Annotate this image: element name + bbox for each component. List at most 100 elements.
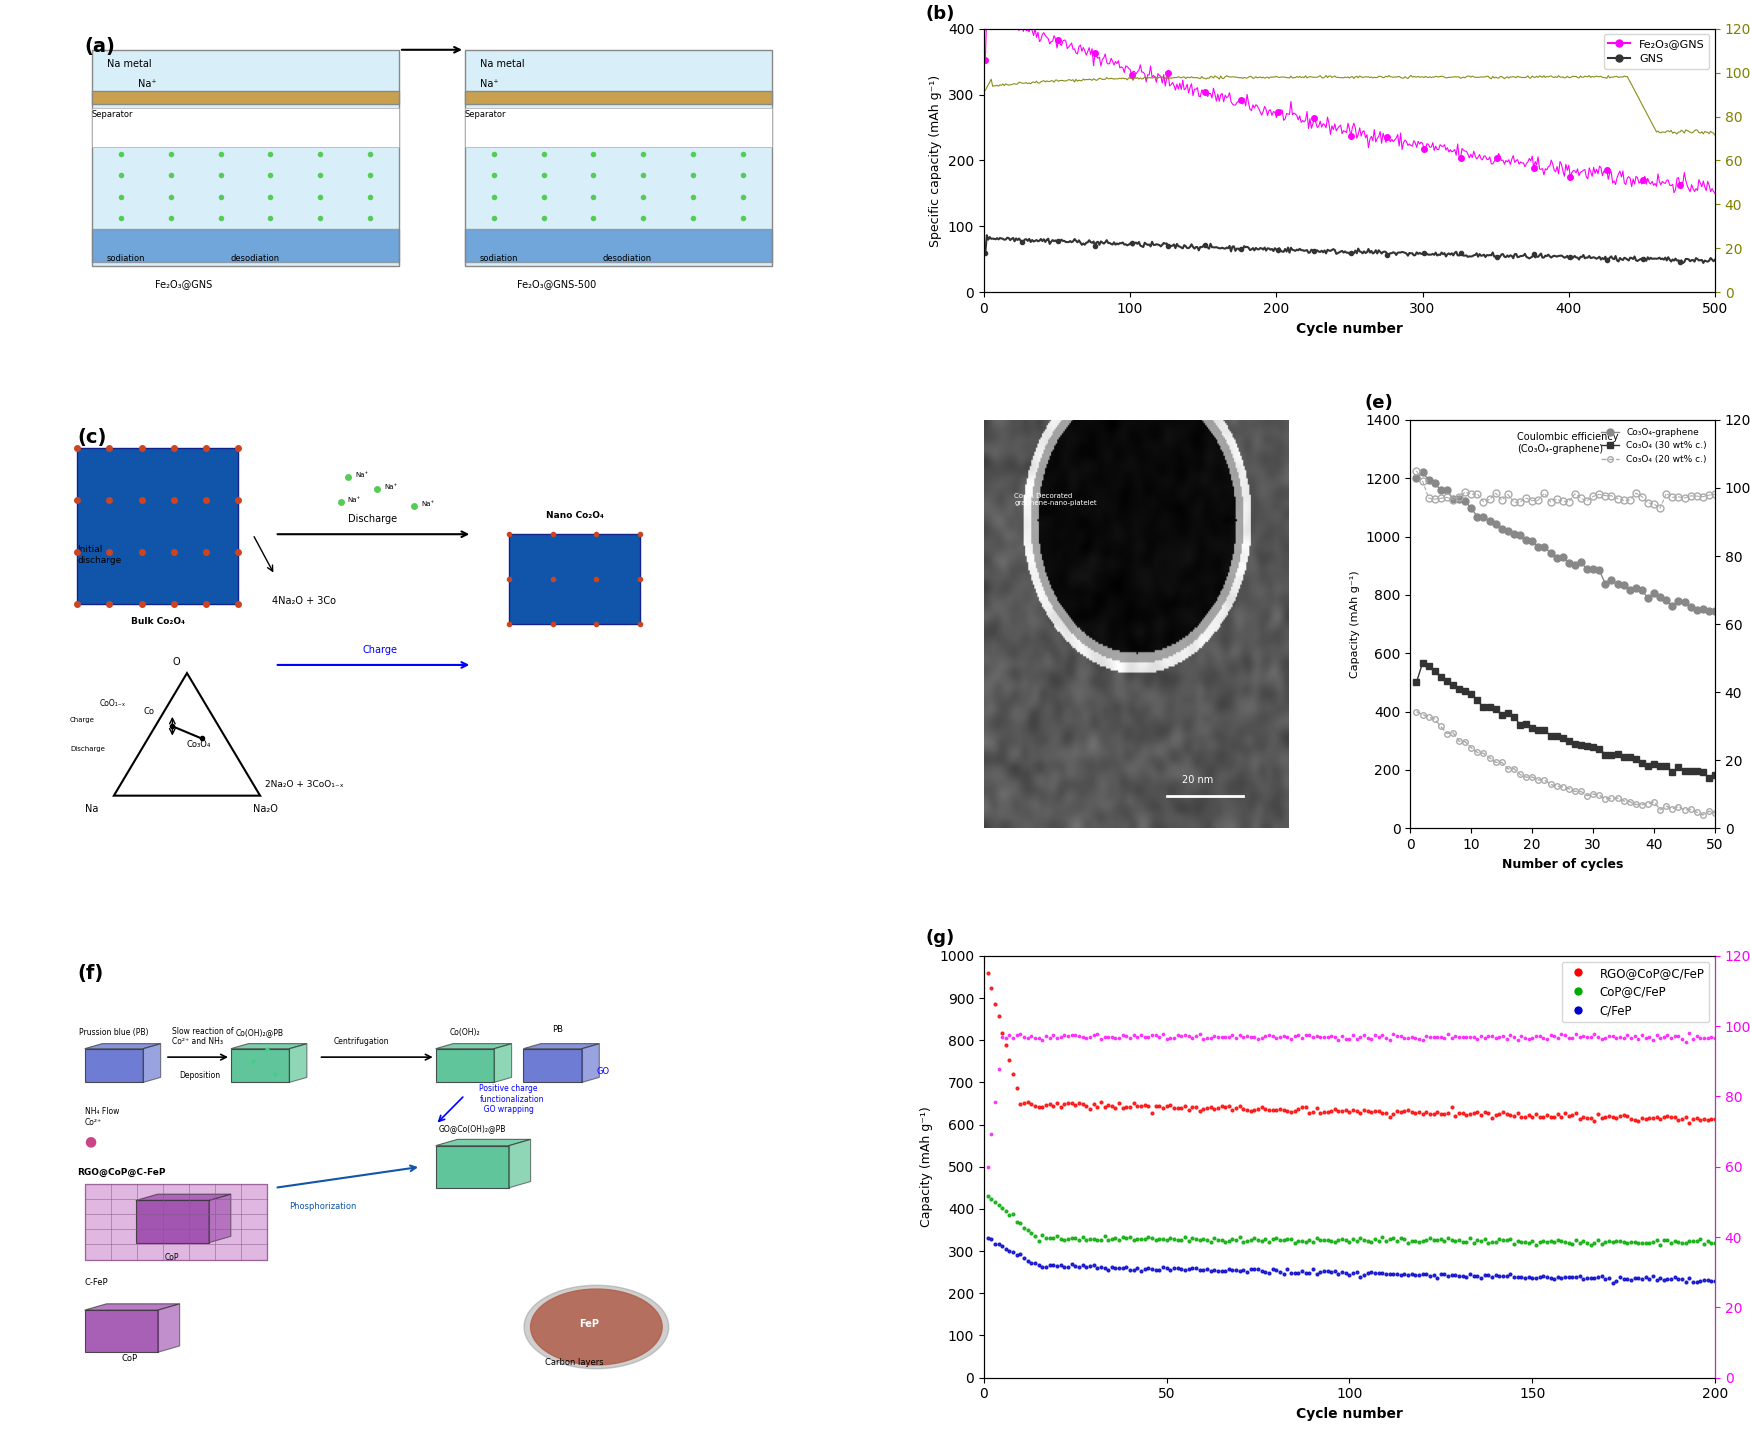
Point <box>1423 1101 1451 1124</box>
Point <box>1150 1096 1178 1119</box>
Point <box>1661 1266 1689 1289</box>
Point <box>1157 1093 1185 1116</box>
Point <box>1510 1105 1538 1128</box>
Point <box>1624 1231 1652 1254</box>
Point <box>1398 1026 1426 1049</box>
Co₃O₄-graphene <box>1619 581 1640 598</box>
Point <box>1470 1027 1498 1050</box>
Point <box>1349 1099 1377 1122</box>
Point <box>1197 1230 1225 1253</box>
Point <box>985 1233 1013 1256</box>
Point <box>1181 1257 1209 1280</box>
Point <box>1690 1269 1718 1292</box>
Point <box>1160 1096 1188 1119</box>
Point <box>1544 1228 1572 1251</box>
Point <box>1643 1228 1671 1251</box>
Point <box>1349 1023 1377 1046</box>
Point <box>1657 1231 1685 1254</box>
Point <box>1533 1231 1561 1254</box>
Co₃O₄ (30 wt% c.) <box>1656 758 1676 775</box>
Point <box>1386 1263 1414 1286</box>
Point <box>1514 1104 1542 1126</box>
Point <box>1057 1092 1085 1115</box>
Point <box>1503 1230 1531 1253</box>
Polygon shape <box>436 1145 509 1188</box>
Text: Discharge: Discharge <box>348 514 397 524</box>
Point <box>1309 1258 1337 1281</box>
Point <box>1496 1263 1524 1286</box>
Co₃O₄ (30 wt% c.) <box>1430 667 1451 684</box>
Point <box>1281 1261 1309 1284</box>
Point <box>1684 1106 1712 1129</box>
Point <box>1479 1230 1507 1253</box>
Point <box>1040 1095 1068 1118</box>
Point <box>1412 1101 1440 1124</box>
Co₃O₄ (20 wt% c.) <box>1675 802 1696 819</box>
Point <box>1496 1228 1524 1251</box>
Point <box>1390 1261 1418 1284</box>
Point <box>1563 1102 1591 1125</box>
Point <box>1446 1228 1474 1251</box>
Co₃O₄ (30 wt% c.) <box>1486 700 1507 718</box>
Point <box>1335 1230 1363 1253</box>
Point <box>1237 1099 1265 1122</box>
Co₃O₄ (20 wt% c.) <box>1430 718 1451 735</box>
Co₃O₄ (20 wt% c.) <box>1412 706 1433 723</box>
Point <box>1251 1025 1279 1048</box>
Point <box>1684 1230 1712 1253</box>
Point <box>1150 1256 1178 1279</box>
Polygon shape <box>530 1289 662 1365</box>
Point <box>1365 1099 1393 1122</box>
Point <box>1671 1105 1699 1128</box>
Point <box>1470 1227 1498 1250</box>
Point <box>1281 1099 1309 1122</box>
Point <box>1489 1025 1517 1048</box>
Point <box>1559 1233 1587 1256</box>
Point <box>1603 1026 1631 1049</box>
Point <box>1185 1228 1213 1251</box>
Point <box>1624 1109 1652 1132</box>
Point <box>1540 1267 1568 1290</box>
Point <box>1536 1267 1564 1290</box>
Co₃O₄-graphene <box>1424 475 1446 492</box>
Point <box>1200 1227 1228 1250</box>
Point <box>1358 1260 1386 1283</box>
Text: C-FeP: C-FeP <box>84 1277 108 1287</box>
Point <box>1650 1269 1678 1292</box>
Co₃O₄ (20 wt% c.) <box>1424 710 1446 728</box>
Point <box>1120 1258 1148 1281</box>
Point <box>1580 1231 1608 1254</box>
Point <box>1281 1231 1309 1254</box>
Point <box>1237 1228 1265 1251</box>
Point <box>1486 1026 1514 1049</box>
Co₃O₄ (20 wt% c.) <box>1687 804 1708 821</box>
Point <box>1442 1025 1470 1048</box>
Point <box>1533 1266 1561 1289</box>
Polygon shape <box>84 1043 161 1049</box>
Point <box>1144 1026 1172 1049</box>
Line: Co₃O₄ (20 wt% c.): Co₃O₄ (20 wt% c.) <box>1414 709 1718 818</box>
Point <box>1628 1106 1655 1129</box>
Point <box>1701 1231 1729 1254</box>
Text: Na⁺: Na⁺ <box>348 497 360 502</box>
Point <box>1255 1098 1283 1121</box>
Point <box>1090 1026 1118 1049</box>
Point <box>1116 1095 1144 1118</box>
Point <box>1190 1258 1218 1281</box>
Text: Na⁺: Na⁺ <box>355 472 369 478</box>
Point <box>1306 1261 1334 1284</box>
Point <box>1594 1230 1622 1253</box>
Point <box>1416 1227 1444 1250</box>
Co₃O₄-graphene <box>1528 538 1549 555</box>
Point <box>1362 1099 1390 1122</box>
Point <box>1251 1261 1279 1284</box>
Point <box>1395 1263 1423 1286</box>
Point <box>1010 1217 1038 1240</box>
Point <box>1530 1105 1558 1128</box>
Point <box>1376 1228 1404 1251</box>
Point <box>1594 1104 1622 1126</box>
Point <box>1442 1104 1470 1126</box>
Point <box>1200 1025 1228 1048</box>
Point <box>1328 1025 1356 1048</box>
Point <box>1675 1111 1703 1134</box>
